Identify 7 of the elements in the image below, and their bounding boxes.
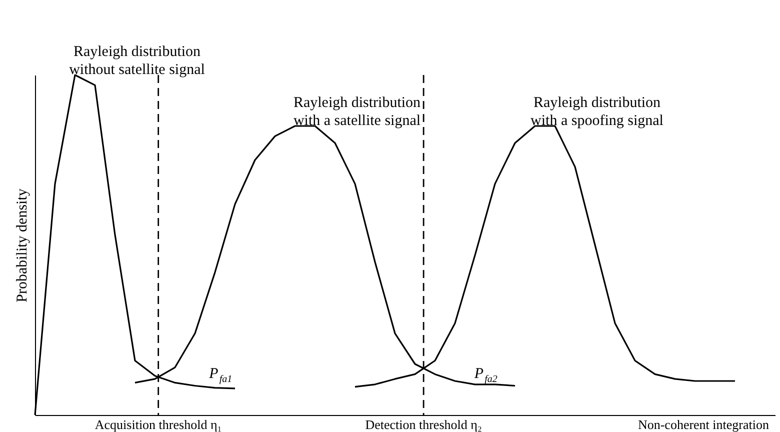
series-label: Rayleigh distribution with a satellite signal xyxy=(293,95,422,129)
x-axis-title: Non-coherent integration xyxy=(638,417,770,432)
text: Detection threshold η₂ xyxy=(365,417,482,432)
y-axis-title: Probability density xyxy=(14,188,30,302)
series-label: Rayleigh distribution with a spoofing signal xyxy=(530,95,664,129)
text: Acquisition threshold η₁ xyxy=(94,417,222,432)
series-label: Rayleigh distribution without satellite signal xyxy=(69,44,205,78)
